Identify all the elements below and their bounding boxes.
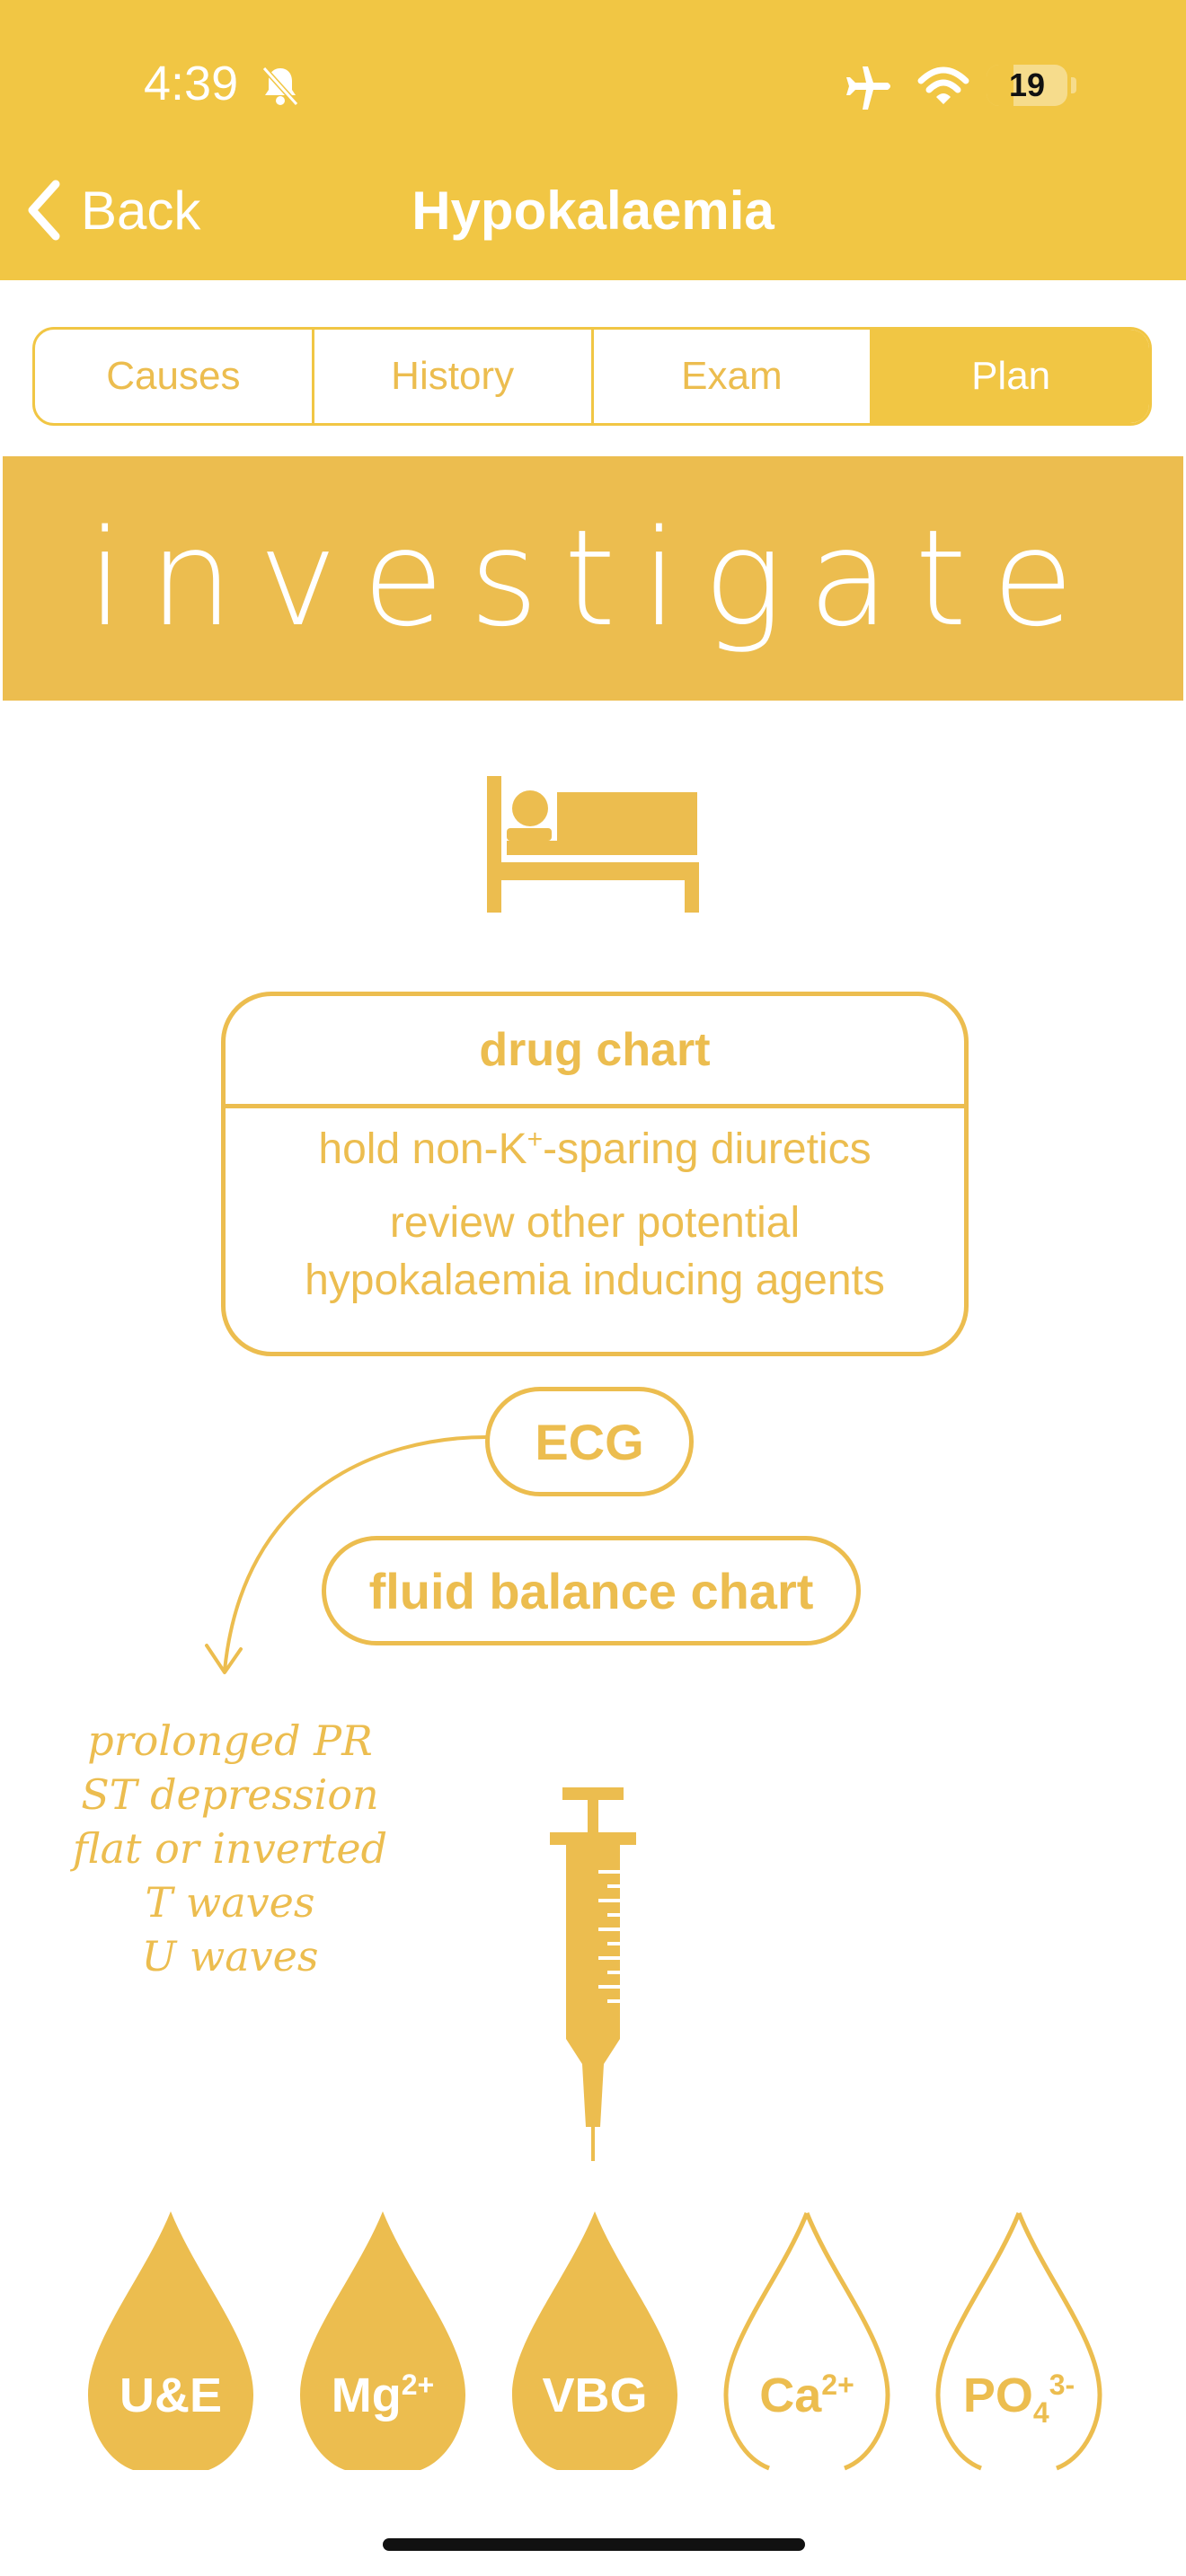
drug-chart-item-diuretics: hold non-K+-sparing diuretics [226, 1122, 964, 1178]
drug-chart-item-review: review other potential [389, 1199, 801, 1247]
test-charge: 3- [1049, 2369, 1075, 2401]
ecg-findings-notes: prolonged PR ST depression flat or inver… [36, 1714, 424, 1983]
blood-test-label: PO43- [929, 2368, 1109, 2427]
blood-drop-icon [512, 2211, 677, 2470]
blood-drop-icon [300, 2211, 465, 2470]
test-charge: 2+ [401, 2369, 435, 2401]
drug-chart-card: drug chart hold non-K+-sparing diuretics… [221, 992, 969, 1356]
potassium-charge: + [527, 1125, 544, 1154]
blood-test-label: Ca2+ [717, 2368, 897, 2423]
test-name: Mg [331, 2369, 402, 2422]
home-indicator[interactable] [383, 2538, 805, 2551]
drug-line-text: hold non-K [318, 1125, 527, 1173]
fluid-balance-chart-button[interactable]: fluid balance chart [322, 1536, 861, 1645]
battery-cap [1071, 77, 1076, 93]
status-time: 4:39 [144, 57, 239, 110]
blood-test-label: VBG [505, 2368, 685, 2423]
wifi-icon [917, 66, 969, 104]
drug-line-text-cont: -sparing diuretics [543, 1125, 872, 1173]
drug-chart-divider [226, 1104, 964, 1108]
ecg-note: ST depression [81, 1770, 379, 1819]
blood-test-ue[interactable]: U&E [81, 2206, 261, 2475]
blood-drop-icon [88, 2211, 253, 2470]
battery-fill [987, 65, 1013, 106]
test-name: VBG [542, 2369, 648, 2422]
blood-drop-icon [935, 2212, 1102, 2471]
test-name: PO [962, 2369, 1033, 2422]
test-charge: 2+ [821, 2369, 854, 2401]
battery-level: 19 [1008, 66, 1046, 103]
ecg-note: prolonged PR [87, 1716, 373, 1765]
back-label: Back [81, 180, 201, 241]
test-subscript: 4 [1032, 2395, 1049, 2429]
section-tabs: Causes History Exam Plan [32, 327, 1152, 426]
back-button[interactable]: Back [25, 174, 200, 246]
ecg-note: T waves [145, 1878, 315, 1927]
ecg-annotation-arrow [205, 1435, 489, 1674]
tab-history[interactable]: History [314, 330, 594, 423]
blood-test-label: U&E [81, 2368, 261, 2423]
blood-test-ca[interactable]: Ca2+ [717, 2206, 897, 2475]
blood-test-po4[interactable]: PO43- [929, 2206, 1109, 2475]
airplane-icon [846, 66, 890, 110]
section-banner: investigate [3, 456, 1183, 701]
bell-slash-icon [261, 66, 299, 107]
nav-header [0, 0, 1186, 280]
test-name: U&E [119, 2369, 222, 2422]
drug-chart-item-review-cont: hypokalaemia inducing agents [305, 1257, 885, 1304]
back-chevron-icon [28, 180, 60, 241]
ecg-button[interactable]: ECG [485, 1387, 694, 1496]
tab-causes[interactable]: Causes [35, 330, 314, 423]
tab-plan[interactable]: Plan [872, 330, 1149, 423]
blood-test-label: Mg2+ [293, 2368, 473, 2423]
blood-drop-icon [723, 2212, 890, 2471]
blood-test-vbg[interactable]: VBG [505, 2206, 685, 2475]
blood-test-mg[interactable]: Mg2+ [293, 2206, 473, 2475]
battery-indicator: 19 [987, 65, 1067, 106]
ecg-note: flat or inverted [72, 1824, 388, 1873]
ecg-note: U waves [141, 1932, 319, 1981]
syringe-icon [550, 1787, 636, 2161]
banner-heading: investigate [86, 501, 1100, 656]
bed-icon [487, 776, 699, 913]
tab-exam[interactable]: Exam [594, 330, 873, 423]
test-name: Ca [759, 2369, 822, 2422]
drug-chart-title: drug chart [479, 1024, 711, 1076]
